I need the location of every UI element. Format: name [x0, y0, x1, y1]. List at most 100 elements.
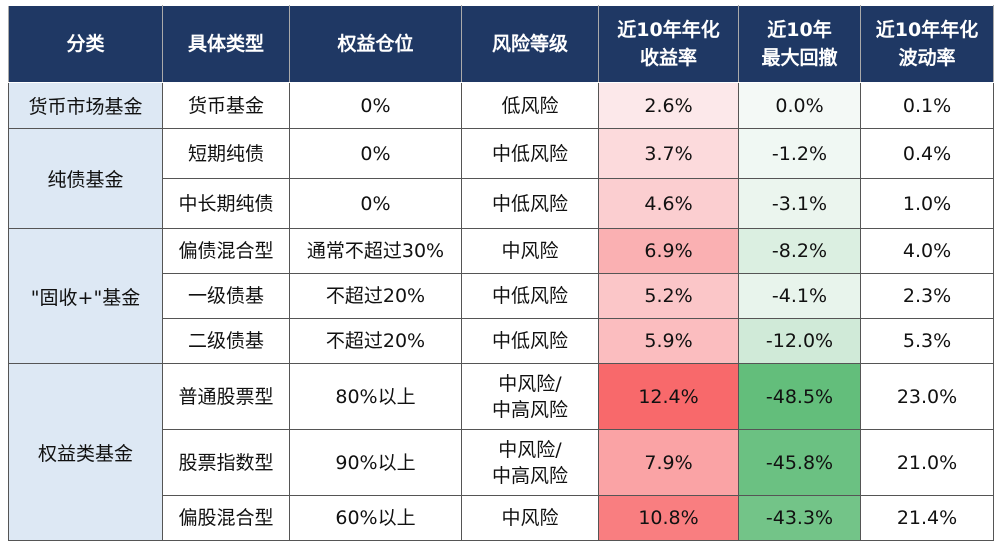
cell: 中低风险	[461, 178, 599, 229]
cell: 偏债混合型	[162, 228, 290, 274]
cell-text: 中风险	[501, 240, 559, 262]
cell-text: 中低风险	[491, 285, 568, 307]
header-cell: 风险等级	[461, 5, 599, 83]
cell-text: 中长期纯债	[178, 192, 274, 215]
cell-text: 12.4%	[638, 385, 699, 408]
cell: 中风险/ 中高风险	[461, 429, 599, 496]
cell-text: 一级债基	[187, 285, 264, 307]
cell-text: 10.8%	[638, 507, 699, 529]
cell-text: 股票指数型	[178, 451, 274, 474]
cell-text: 2.6%	[644, 94, 693, 117]
cell: 0.0%	[738, 82, 861, 129]
cell: 中风险	[461, 495, 599, 541]
cell: -12.0%	[738, 318, 861, 364]
cell: 短期纯债	[162, 128, 290, 179]
cell: 通常不超过30%	[289, 228, 462, 274]
cell: 23.0%	[860, 363, 994, 430]
cell-text: 0.4%	[902, 142, 952, 165]
cell: 5.3%	[860, 318, 994, 364]
cell: 股票指数型	[162, 429, 290, 496]
cell-text: 1.0%	[902, 192, 952, 215]
cell: 12.4%	[598, 363, 739, 430]
cell-text: 21.4%	[896, 507, 958, 529]
cell: -3.1%	[738, 178, 861, 229]
cell: 2.6%	[598, 82, 739, 129]
cell: 5.9%	[598, 318, 739, 364]
table-row: 中长期纯债 0% 中低风险 4.6% -3.1% 1.0%	[9, 178, 994, 229]
cell-text: 21.0%	[896, 451, 958, 474]
cell: 不超过20%	[289, 318, 462, 364]
category-cell: 纯债基金	[8, 128, 163, 229]
cell-text: 二级债基	[187, 330, 264, 352]
cell-text: 中低风险	[491, 142, 568, 165]
cell: 5.2%	[598, 273, 739, 319]
cell: 60%以上	[289, 495, 462, 541]
cell-text: 中风险/ 中高风险	[491, 438, 568, 487]
cell: -1.2%	[738, 128, 861, 179]
cell: 普通股票型	[162, 363, 290, 430]
cell-text: 4.0%	[902, 240, 952, 262]
cell-text: 23.0%	[896, 385, 958, 408]
cell-text: 偏债混合型	[178, 240, 274, 262]
cell: 80%以上	[289, 363, 462, 430]
header-cell: 具体类型	[162, 5, 290, 83]
cell: 二级债基	[162, 318, 290, 364]
cell: 偏股混合型	[162, 495, 290, 541]
cell-text: -45.8%	[765, 451, 834, 474]
cell: 中风险	[461, 228, 599, 274]
table-row: "固收+"基金 偏债混合型 通常不超过30% 中风险 6.9% -8.2% 4.0%	[8, 228, 994, 364]
cell-text: -4.1%	[771, 285, 828, 307]
cell-text: 0%	[360, 192, 391, 215]
cell-text: 5.3%	[902, 330, 952, 352]
cell-text: 通常不超过30%	[306, 240, 445, 262]
cell-text: 0.1%	[902, 94, 952, 117]
cell: -45.8%	[738, 429, 861, 496]
cell: 7.9%	[598, 429, 739, 496]
cell: 3.7%	[598, 128, 739, 179]
cell-text: 短期纯债	[187, 142, 264, 165]
cell-text: 0%	[360, 94, 391, 117]
cell-text: 中低风险	[491, 192, 568, 215]
cell: 中风险/ 中高风险	[461, 363, 599, 430]
cell: 0.4%	[860, 128, 994, 179]
cell: 低风险	[461, 82, 599, 129]
header-row: 分类 具体类型 权益仓位 风险等级 近10年年化 收益率 近10年 最大回撤 近10年年化 …	[8, 5, 994, 83]
cell-text: 不超过20%	[325, 330, 426, 352]
cell-text: -8.2%	[771, 240, 828, 262]
cell: 1.0%	[860, 178, 994, 229]
cell-text: 60%以上	[335, 507, 416, 529]
header-cell: 近10年 最大回撤	[738, 5, 861, 83]
cell-text: 2.3%	[902, 285, 952, 307]
cell-text: 3.7%	[644, 142, 693, 165]
category-cell: 权益类基金	[8, 363, 163, 541]
cell-text: -3.1%	[771, 192, 828, 215]
cell-text: -1.2%	[771, 142, 828, 165]
cell: 不超过20%	[289, 273, 462, 319]
header-cell: 权益仓位	[289, 5, 462, 83]
cell: 90%以上	[289, 429, 462, 496]
cell-text: 偏股混合型	[178, 507, 274, 529]
cell-text: 中风险/ 中高风险	[491, 372, 568, 421]
cell-text: -43.3%	[765, 507, 834, 529]
cell-text: 80%以上	[335, 385, 416, 408]
cell-text: 中风险	[501, 507, 559, 529]
cell: -43.3%	[738, 495, 861, 541]
cell: 0%	[289, 128, 462, 179]
fund-table: 分类 具体类型 权益仓位 风险等级 近10年年化 收益率 近10年 最大回撤 近10年年化 …	[8, 5, 994, 541]
cell: 中低风险	[461, 128, 599, 179]
cell: 21.4%	[860, 495, 994, 541]
table-row: 偏股混合型 60%以上 中风险 10.8% -43.3% 21.4%	[9, 495, 994, 541]
cell-text: -12.0%	[765, 330, 834, 352]
cell-text: 不超过20%	[325, 285, 426, 307]
cell-text: 低风险	[501, 94, 559, 117]
cell-text: 7.9%	[644, 451, 693, 474]
cell-text: 6.9%	[644, 240, 693, 262]
cell-text: 0%	[360, 142, 391, 165]
cell-text: 5.2%	[644, 285, 693, 307]
cell: 0%	[289, 178, 462, 229]
cell: 2.3%	[860, 273, 994, 319]
cell: -48.5%	[738, 363, 861, 430]
category-cell: "固收+"基金	[8, 228, 163, 364]
cell: 中低风险	[461, 273, 599, 319]
